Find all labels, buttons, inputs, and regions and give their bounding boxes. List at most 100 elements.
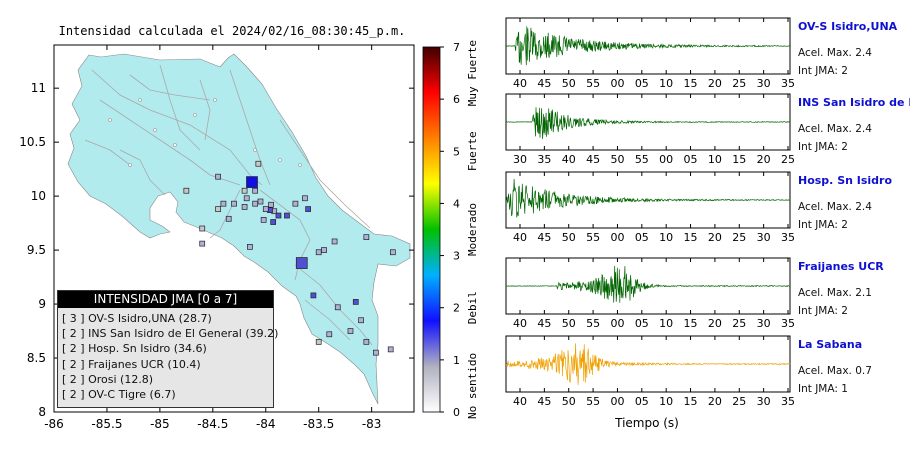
waveform-tick-label: 15 [684,395,698,408]
station-marker [315,249,322,256]
colorbar-category-label: No sentido [466,353,479,419]
waveform-tick-label: 55 [586,317,600,330]
waveform-panel: 30 35 40 45 50 55 00 05 10 15 20 25 INS San Isidro d… [505,93,910,166]
waveform-tick-label: 25 [732,231,746,244]
waveform-panels: 40 45 50 55 00 05 10 15 20 25 30 35 OV-S Isidro,UNA A… [505,17,910,408]
legend-row: [ 2 ] Fraijanes UCR (10.4) [62,357,201,371]
waveform-trace [505,343,791,386]
station-marker [302,195,308,202]
waveform-tick-label: 50 [610,153,624,166]
waveform-tick-label: 55 [586,395,600,408]
waveform-tick-label: 05 [635,231,649,244]
map-y-tick-label: 9 [38,297,46,311]
waveform-tick-label: 10 [708,153,722,166]
station-marker [231,200,237,207]
map-x-tick-label: -86 [44,417,64,431]
legend-row: [ 2 ] Orosi (12.8) [62,372,154,386]
station-name: Hosp. Sn Isidro [798,174,892,187]
station-marker [255,160,262,167]
station-marker [257,198,264,205]
waveform-trace [505,178,791,218]
legend-title: INTENSIDAD JMA [0 a 7] [58,291,273,308]
colorbar-tick-label: 3 [453,250,460,263]
waveform-tick-label: 55 [586,77,600,90]
station-marker [220,200,227,207]
waveform-tick-label: 10 [659,231,673,244]
waveform-tick-label: 50 [562,395,576,408]
station-marker [215,173,221,180]
waveform-tick-label: 45 [586,153,600,166]
waveform-tick-label: 35 [781,395,795,408]
waveform-tick-label: 15 [684,77,698,90]
station-marker [241,187,248,194]
waveform-tick-label: 25 [732,395,746,408]
legend-row: [ 2 ] Hosp. Sn Isidro (34.6) [62,342,207,356]
waveform-tick-label: 15 [732,153,746,166]
colorbar-category-label: Muy Fuerte [466,40,479,106]
station-marker [241,204,248,210]
jma-intensity-label: Int JMA: 2 [798,141,848,153]
intensity-legend: INTENSIDAD JMA [0 a 7] [ 3 ] OV-S Isidro… [57,290,279,408]
waveform-tick-label: 40 [562,153,576,166]
waveform-tick-label: 45 [537,317,551,330]
waveform-tick-label: 40 [513,77,527,90]
waveform-tick-label: 00 [610,77,624,90]
waveform-tick-label: 40 [513,317,527,330]
station-marker [305,206,311,212]
jma-intensity-label: Int JMA: 2 [798,305,848,317]
waveform-tick-label: 10 [659,317,673,330]
station-marker [247,244,253,250]
station-marker [199,225,206,232]
waveform-tick-label: 30 [757,317,771,330]
waveform-tick-label: 20 [708,395,722,408]
waveform-tick-label: 25 [732,77,746,90]
waveform-tick-label: 40 [513,231,527,244]
station-marker [389,249,396,256]
station-marker [199,240,206,247]
map-y-ticks: 8 8.5 9 9.5 10 10.5 11 [19,81,414,419]
waveform-tick-label: 40 [513,395,527,408]
station-marker [225,215,232,222]
waveform-tick-label: 35 [781,317,795,330]
map-y-tick-label: 9.5 [27,243,46,257]
station-marker [295,257,308,269]
colorbar-category-label: Moderado [466,203,479,256]
acel-max-label: Acel. Max. 2.1 [798,287,872,299]
waveform-tick-label: 20 [708,231,722,244]
map-y-tick-label: 8.5 [27,351,46,365]
station-marker [275,212,282,219]
map-y-tick-label: 10 [31,189,46,203]
legend-row: [ 2 ] INS San Isidro de El General (39.2… [62,327,279,341]
costa-rica-land [67,53,411,405]
colorbar-tick-label: 5 [453,145,460,158]
station-name: INS San Isidro de El Ge [798,96,910,109]
station-marker [352,299,359,305]
station-marker [334,304,341,311]
station-marker [310,292,317,299]
acel-max-label: Acel. Max. 2.4 [798,47,872,59]
station-marker [331,238,338,245]
waveform-tick-label: 00 [610,395,624,408]
colorbar-tick-label: 7 [453,41,460,54]
station-markers [183,160,396,356]
waveform-tick-label: 20 [708,317,722,330]
waveform-tick-label: 45 [537,395,551,408]
waveform-trace [505,26,791,66]
waveform-tick-label: 20 [708,77,722,90]
legend-row: [ 3 ] OV-S Isidro,UNA (28.7) [62,312,212,325]
waveform-panel: 40 45 50 55 00 05 10 15 20 25 30 35 OV-S Isidro,UNA A… [505,17,898,90]
waveform-tick-label: 55 [635,153,649,166]
station-marker [268,201,274,208]
acel-max-label: Acel. Max. 0.7 [798,365,872,377]
station-marker [358,317,364,324]
waveform-tick-label: 05 [635,317,649,330]
waveform-tick-label: 45 [537,231,551,244]
map-y-tick-label: 11 [31,81,46,95]
waveform-tick-label: 30 [513,153,527,166]
station-marker [321,247,327,253]
waveform-tick-label: 00 [659,153,673,166]
station-name: La Sabana [798,338,862,351]
colorbar-tick-label: 1 [453,354,460,367]
waveform-xlabel: Tiempo (s) [614,416,679,430]
colorbar-tick-label: 6 [453,93,460,106]
